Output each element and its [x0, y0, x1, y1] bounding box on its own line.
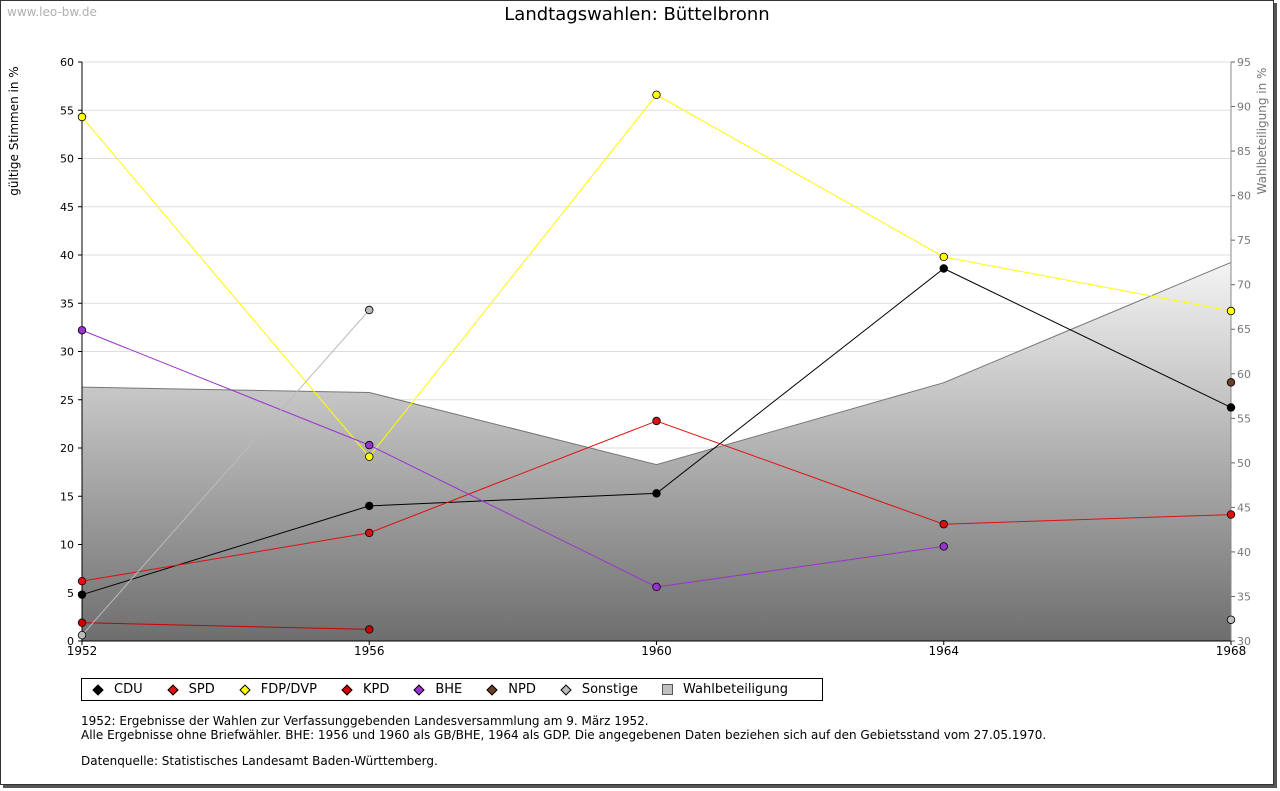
y-right-tick-label: 75 [1237, 234, 1251, 247]
data-point-spd [652, 416, 661, 426]
y-right-tick-label: 90 [1237, 101, 1251, 114]
y-right-tick-label: 55 [1237, 412, 1251, 425]
y-left-tick-label: 25 [60, 394, 74, 407]
y-left-tick-label: 20 [60, 442, 74, 455]
tick-labels: 0 5 10 15 20 25 30 35 40 45 50 55 60 30 35 40 45 50 55 60 65… [60, 56, 1251, 658]
legend-label: CDU [114, 682, 143, 697]
note-source: Datenquelle: Statistisches Landesamt Bad… [81, 754, 438, 768]
y-right-tick-label: 40 [1237, 546, 1251, 559]
data-point-bhe [77, 326, 87, 335]
legend-item: SPD [166, 682, 215, 697]
data-point-npd [1226, 378, 1236, 387]
y-left-tick-label: 35 [60, 297, 74, 310]
legend-label: NPD [508, 682, 536, 697]
data-point-fdp-dvp [652, 90, 661, 100]
series-line-bhe [81, 329, 944, 588]
y-right-tick-label: 35 [1237, 590, 1251, 603]
data-point-cdu [77, 590, 87, 599]
y-right-tick-label: 95 [1237, 56, 1251, 69]
data-point-cdu [939, 264, 948, 273]
x-tick-label: 1964 [928, 644, 959, 658]
legend-marker [560, 683, 572, 696]
y-left-tick-label: 0 [67, 635, 74, 648]
legend-label: SPD [188, 682, 215, 697]
chart-svg: 0 5 10 15 20 25 30 35 40 45 50 55 60 30 35 40 45 50 55 60 65… [60, 56, 1251, 658]
data-point-kpd [77, 618, 87, 627]
y-right-tick-label: 70 [1237, 279, 1251, 292]
legend-item: CDU [92, 682, 143, 697]
y-left-tick-label: 60 [60, 56, 74, 69]
series-lines [77, 90, 1236, 640]
legend-label: Wahlbeteiligung [683, 682, 789, 697]
y-right-tick-label: 45 [1237, 501, 1251, 514]
legend-label: KPD [362, 682, 390, 697]
y-left-tick-label: 40 [60, 249, 74, 262]
legend-item: Wahlbeteiligung [662, 682, 788, 697]
note-line-1: 1952: Ergebnisse der Wahlen zur Verfassu… [81, 714, 649, 728]
x-tick-label: 1952 [67, 644, 98, 658]
y-right-tick-label: 50 [1237, 457, 1251, 470]
legend-item: KPD [341, 682, 389, 697]
data-point-sonstige [77, 631, 87, 640]
legend-marker [239, 683, 251, 696]
y-left-tick-label: 5 [67, 587, 74, 600]
axes [78, 61, 1235, 645]
y-left-tick-label: 10 [60, 539, 74, 552]
legend-marker [413, 683, 425, 696]
data-point-fdp-dvp [939, 252, 948, 262]
y-right-tick-label: 80 [1237, 190, 1251, 203]
data-point-spd [1226, 510, 1236, 519]
legend-item: Sonstige [560, 682, 638, 697]
data-point-sonstige [1226, 615, 1236, 624]
legend-marker [341, 683, 353, 696]
data-point-bhe [939, 542, 948, 551]
data-point-bhe [365, 440, 374, 450]
data-point-spd [365, 528, 374, 538]
y-left-tick-label: 45 [60, 201, 74, 214]
legend-marker [486, 683, 498, 696]
y-left-tick-label: 55 [60, 104, 74, 117]
series-line-kpd [81, 622, 370, 630]
watermark: www.leo-bw.de [7, 5, 97, 19]
data-point-cdu [652, 489, 661, 498]
y-left-tick-label: 15 [60, 490, 74, 503]
legend-item: FDP/DVP [239, 682, 317, 697]
legend: CDU SPD FDP/DVP KPD BHE NPD Sonstige Wahlbeteil… [81, 678, 823, 701]
chart-title: Landtagswahlen: Büttelbronn [504, 4, 770, 25]
series-line-sonstige [81, 309, 370, 636]
legend-item: BHE [413, 682, 462, 697]
y-left-tick-label: 30 [60, 346, 74, 359]
legend-label: BHE [435, 682, 463, 697]
y-right-tick-label: 60 [1237, 368, 1251, 381]
data-point-cdu [365, 501, 374, 511]
y-right-tick-label: 30 [1237, 635, 1251, 648]
y-right-tick-label: 85 [1237, 145, 1251, 158]
x-tick-label: 1956 [354, 644, 385, 658]
data-point-sonstige [365, 305, 374, 315]
x-tick-label: 1960 [641, 644, 672, 658]
data-point-fdp-dvp [365, 452, 374, 461]
note-line-2: Alle Ergebnisse ohne Briefwähler. BHE: 1… [81, 728, 1047, 742]
data-point-fdp-dvp [77, 112, 87, 122]
data-point-bhe [652, 582, 661, 592]
data-point-fdp-dvp [1226, 306, 1236, 316]
turnout-area-line [81, 261, 1232, 466]
legend-marker [662, 684, 674, 695]
legend-label: Sonstige [581, 682, 639, 697]
legend-marker [166, 683, 179, 696]
legend-marker [92, 683, 104, 696]
data-point-spd [939, 520, 948, 529]
y-right-tick-label: 65 [1237, 323, 1251, 336]
y-left-tick-label: 50 [60, 153, 74, 166]
data-point-kpd [365, 625, 374, 634]
x-tick-label: 1968 [1216, 644, 1247, 658]
data-point-cdu [1226, 403, 1236, 412]
legend-label: FDP/DVP [260, 682, 317, 697]
legend-item: NPD [486, 682, 536, 697]
data-point-spd [77, 576, 87, 586]
